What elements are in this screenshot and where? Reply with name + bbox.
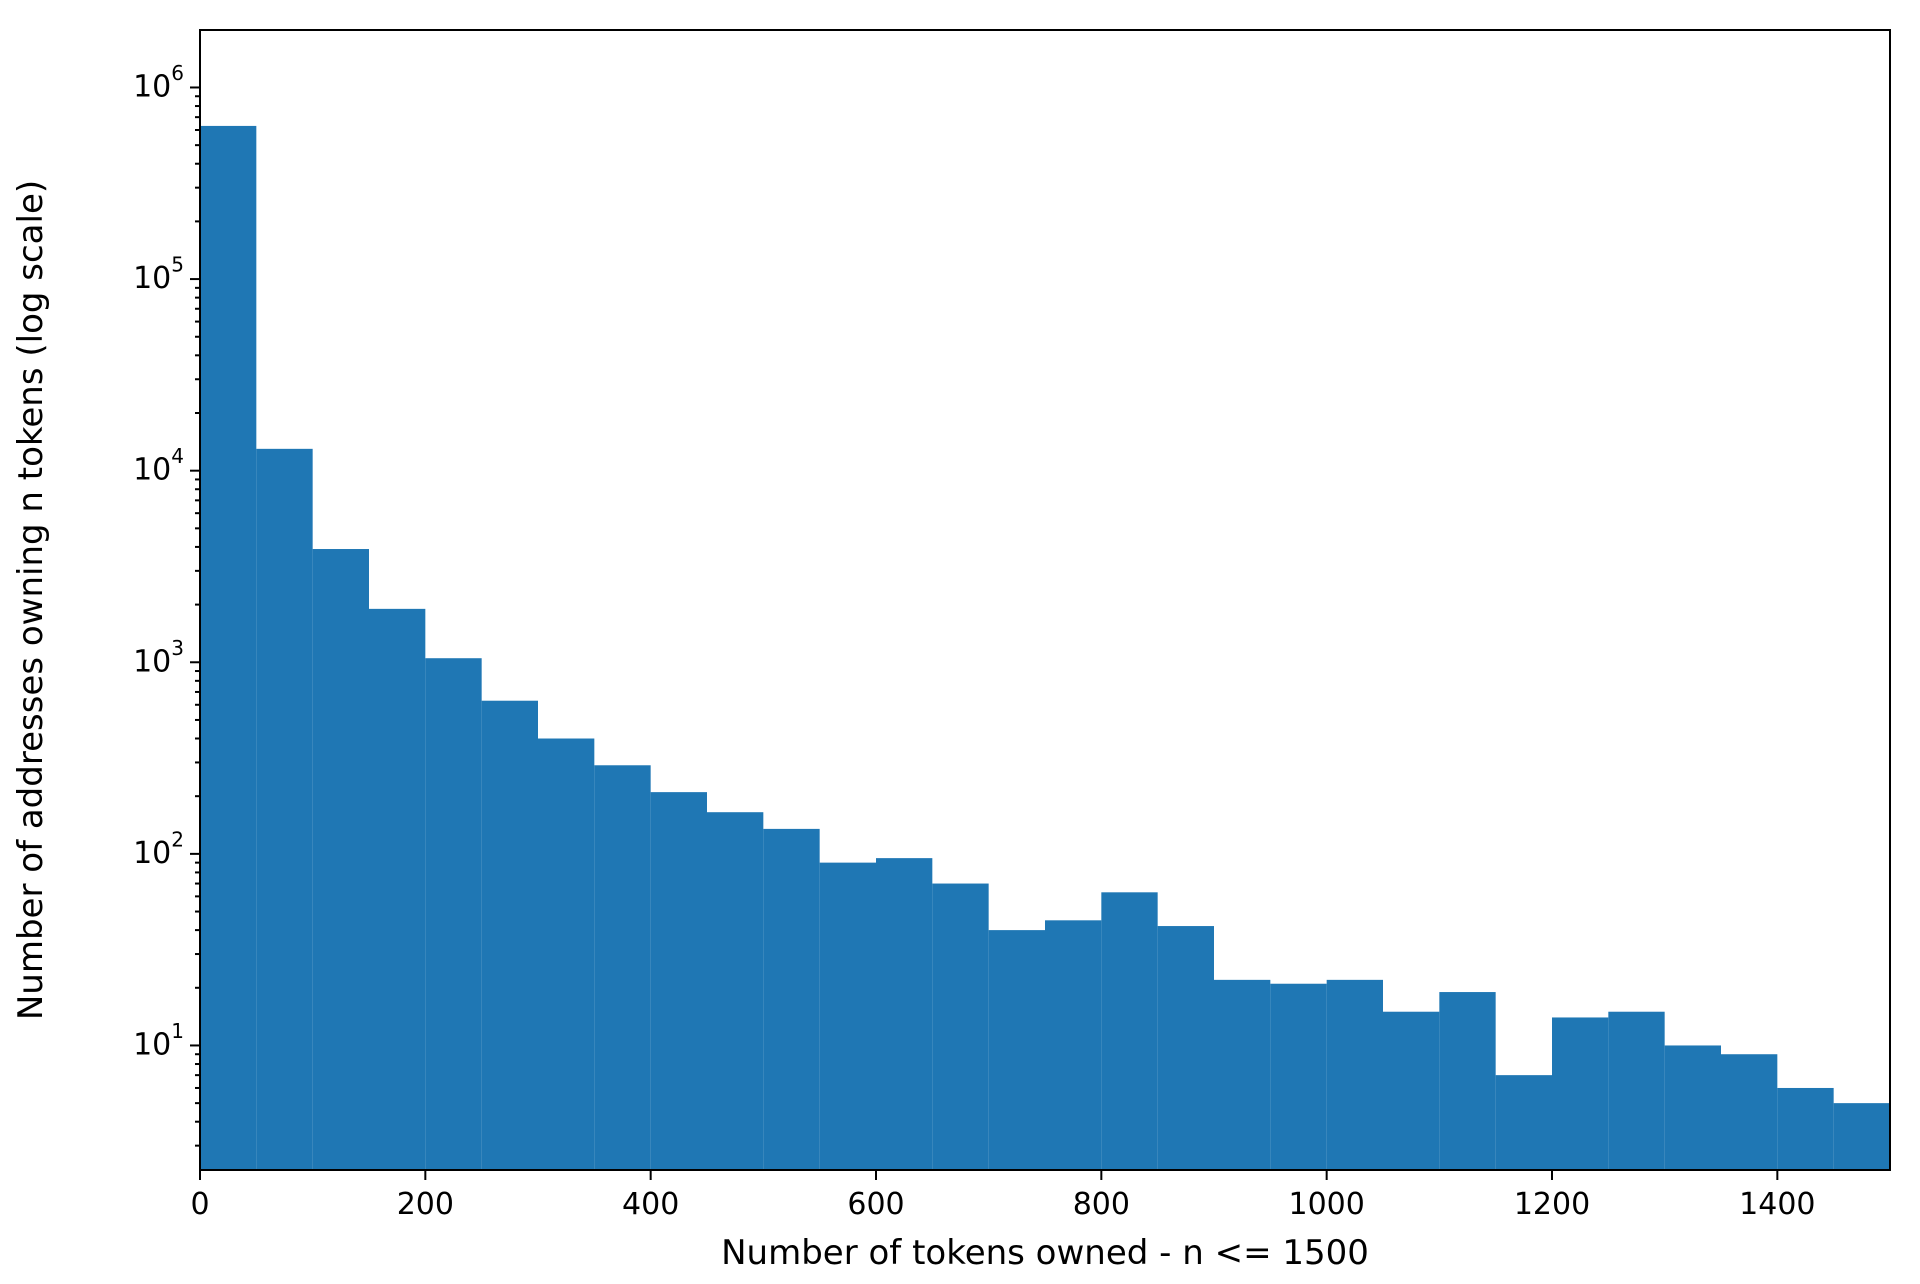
bar (594, 765, 650, 1170)
bar (200, 126, 256, 1170)
bar (1777, 1088, 1833, 1170)
bar (482, 701, 538, 1170)
bar (369, 609, 425, 1170)
histogram-chart: 0200400600800100012001400101102103104105… (0, 0, 1920, 1284)
bar (876, 858, 932, 1170)
bar (1270, 984, 1326, 1170)
x-tick-label: 1400 (1739, 1187, 1815, 1222)
x-tick-label: 400 (622, 1187, 679, 1222)
x-axis-label: Number of tokens owned - n <= 1500 (721, 1233, 1369, 1273)
x-tick-label: 0 (190, 1187, 209, 1222)
bar (1496, 1075, 1552, 1170)
bar (1608, 1012, 1664, 1170)
bar (1101, 892, 1157, 1170)
bar (763, 829, 819, 1170)
bar (1552, 1017, 1608, 1170)
bar (1214, 980, 1270, 1170)
bar (707, 812, 763, 1170)
chart-svg: 0200400600800100012001400101102103104105… (0, 0, 1920, 1284)
bar (538, 739, 594, 1170)
x-tick-label: 200 (397, 1187, 454, 1222)
y-axis-label: Number of addresses owning n tokens (log… (11, 180, 51, 1020)
bar (1665, 1045, 1721, 1170)
bar (1327, 980, 1383, 1170)
x-tick-label: 1000 (1288, 1187, 1364, 1222)
bar (256, 449, 312, 1170)
bar (313, 549, 369, 1170)
bar (1834, 1103, 1890, 1170)
x-tick-label: 1200 (1514, 1187, 1590, 1222)
bar (1439, 992, 1495, 1170)
x-tick-label: 800 (1073, 1187, 1130, 1222)
bar (989, 930, 1045, 1170)
bar (932, 884, 988, 1170)
bar (651, 792, 707, 1170)
bar (1383, 1012, 1439, 1170)
bar (1158, 926, 1214, 1170)
bar (1045, 920, 1101, 1170)
bar (1721, 1054, 1777, 1170)
x-tick-label: 600 (847, 1187, 904, 1222)
bar (425, 658, 481, 1170)
bar (820, 863, 876, 1170)
